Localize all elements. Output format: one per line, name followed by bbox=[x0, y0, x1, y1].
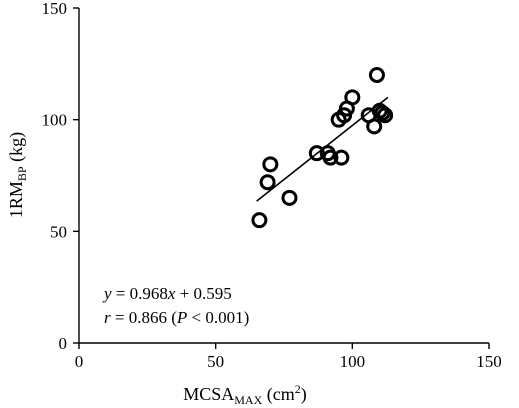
regression-equation: y = 0.968x + 0.595 bbox=[102, 284, 232, 303]
data-point bbox=[377, 107, 394, 124]
data-point bbox=[344, 89, 361, 106]
data-points bbox=[251, 67, 394, 229]
data-point bbox=[281, 189, 298, 206]
x-ticks: 0 50 100 150 bbox=[75, 343, 502, 371]
correlation-text: r = 0.866 (P < 0.001) bbox=[104, 308, 249, 327]
data-point bbox=[308, 145, 325, 162]
data-point bbox=[368, 67, 385, 83]
data-point bbox=[366, 118, 383, 135]
y-tick-label: 0 bbox=[59, 334, 68, 353]
axes bbox=[78, 8, 489, 344]
data-point bbox=[259, 174, 276, 191]
data-point bbox=[333, 149, 350, 166]
y-tick-label: 150 bbox=[42, 0, 68, 18]
y-tick-label: 100 bbox=[42, 111, 68, 130]
x-tick-label: 0 bbox=[75, 352, 84, 371]
y-tick-label: 50 bbox=[50, 222, 67, 241]
x-axis-label: MCSAMAX (cm2) bbox=[183, 382, 307, 407]
data-point bbox=[322, 149, 339, 166]
x-tick-label: 50 bbox=[207, 352, 224, 371]
x-tick-label: 100 bbox=[340, 352, 366, 371]
y-axis-label: 1RMBP (kg) bbox=[6, 132, 29, 218]
data-point bbox=[251, 212, 268, 229]
data-point bbox=[262, 156, 279, 173]
y-ticks: 0 50 100 150 bbox=[42, 0, 79, 353]
x-tick-label: 150 bbox=[476, 352, 502, 371]
